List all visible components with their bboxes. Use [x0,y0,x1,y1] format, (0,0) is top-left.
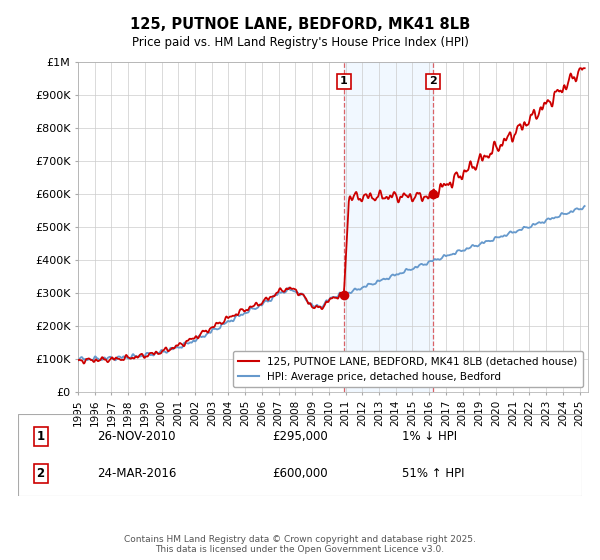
Text: 24-MAR-2016: 24-MAR-2016 [97,467,176,480]
Text: 1: 1 [37,430,44,443]
Text: Price paid vs. HM Land Registry's House Price Index (HPI): Price paid vs. HM Land Registry's House … [131,36,469,49]
Text: £295,000: £295,000 [272,430,328,443]
Bar [344,62,433,392]
Text: Contains HM Land Registry data © Crown copyright and database right 2025.
This d: Contains HM Land Registry data © Crown c… [124,535,476,554]
Text: 2: 2 [429,76,437,86]
Text: 1% ↓ HPI: 1% ↓ HPI [401,430,457,443]
Legend: 125, PUTNOE LANE, BEDFORD, MK41 8LB (detached house), HPI: Average price, detach: 125, PUTNOE LANE, BEDFORD, MK41 8LB (det… [233,351,583,387]
Text: 26-NOV-2010: 26-NOV-2010 [97,430,175,443]
Text: 2: 2 [37,467,44,480]
Text: 125, PUTNOE LANE, BEDFORD, MK41 8LB: 125, PUTNOE LANE, BEDFORD, MK41 8LB [130,17,470,32]
Text: 1: 1 [340,76,348,86]
Text: 51% ↑ HPI: 51% ↑ HPI [401,467,464,480]
Text: £600,000: £600,000 [272,467,328,480]
